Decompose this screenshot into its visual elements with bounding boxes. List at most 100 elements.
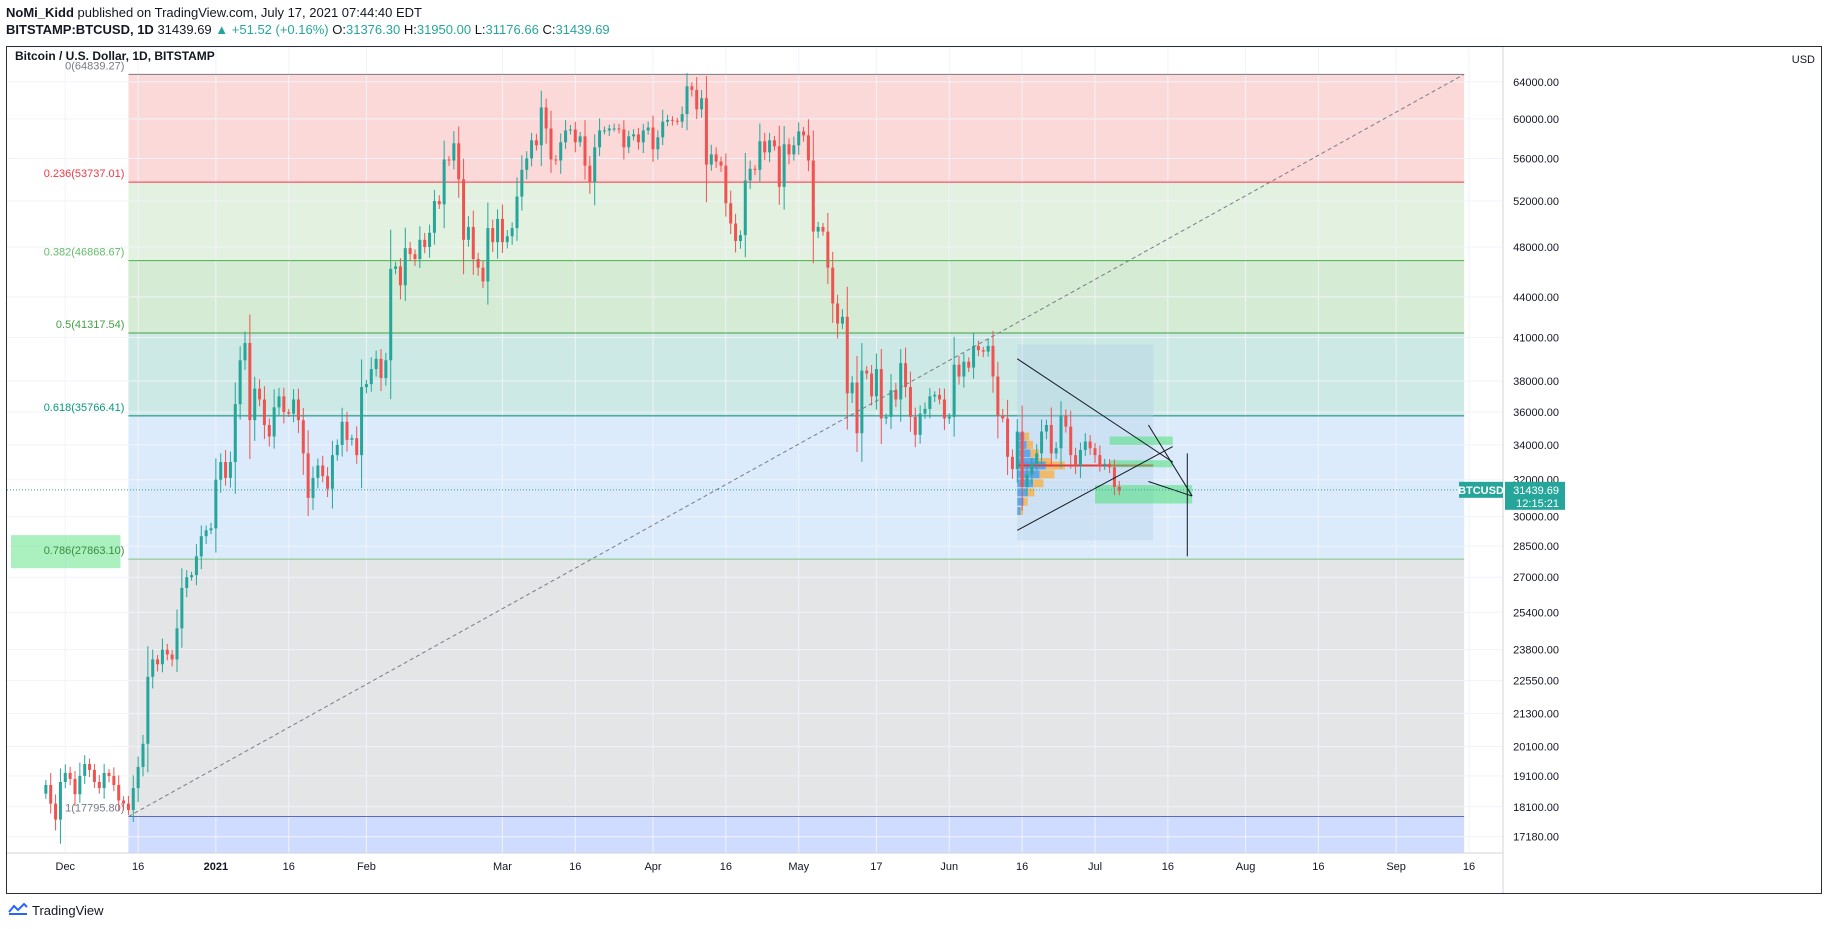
publish-line: NoMi_Kidd published on TradingView.com, … xyxy=(6,4,610,21)
chart-frame[interactable]: 0(64839.27) 0.236(53737.01) 0.382(46868.67… xyxy=(6,46,1822,894)
candle-body xyxy=(442,159,446,205)
candle-body xyxy=(117,785,121,801)
candle-body xyxy=(884,416,888,419)
y-tick-label: 44000.00 xyxy=(1513,292,1559,304)
candle-body xyxy=(1059,415,1063,449)
candle-body xyxy=(345,421,349,440)
candle-body xyxy=(141,743,145,767)
symbol-name: BITSTAMP:BTCUSD, 1D xyxy=(6,22,154,37)
candle-body xyxy=(622,129,626,148)
close-value: 31439.69 xyxy=(555,22,610,37)
candle-body xyxy=(1025,474,1029,487)
candle-body xyxy=(967,361,971,368)
candle-body xyxy=(219,462,223,480)
fib-trend-line xyxy=(128,73,1465,817)
fib-level-label-0.236: 0.236(53737.01) xyxy=(44,168,125,180)
symbol-badge-bg xyxy=(1459,481,1503,498)
candle-body xyxy=(578,136,582,143)
candle-body xyxy=(583,136,587,166)
x-tick-label: 16 xyxy=(132,861,144,873)
x-tick-label: Mar xyxy=(493,861,512,873)
candle-body xyxy=(262,399,266,425)
candle-body xyxy=(374,358,378,370)
x-tick-label: 16 xyxy=(720,861,732,873)
candle-body xyxy=(962,361,966,377)
candle-body xyxy=(675,120,679,122)
candle-body xyxy=(714,154,718,162)
fib-zone-0 xyxy=(128,74,1465,183)
price-chart[interactable]: 0(64839.27) 0.236(53737.01) 0.382(46868.67… xyxy=(7,46,1821,893)
volume-profile-bar-value xyxy=(1024,432,1030,441)
y-tick-label: 25400.00 xyxy=(1513,607,1559,619)
candle-body xyxy=(738,235,742,241)
candle-body xyxy=(942,399,946,419)
volume-profile-bar-value xyxy=(1020,507,1023,516)
candle-body xyxy=(651,127,655,150)
candle-body xyxy=(68,772,72,779)
candle-body xyxy=(224,462,228,478)
candle-body xyxy=(462,179,466,240)
candle-body xyxy=(160,649,164,665)
price-badge-value: 31439.69 xyxy=(1513,485,1559,497)
candle-body xyxy=(957,364,961,377)
candle-body xyxy=(855,382,859,434)
candle-body xyxy=(92,769,96,782)
x-tick-label: 2021 xyxy=(204,861,228,873)
candle-body xyxy=(792,145,796,155)
candle-body xyxy=(904,363,908,388)
candle-body xyxy=(1049,424,1053,454)
candle-body xyxy=(520,169,524,197)
candle-body xyxy=(1074,455,1078,466)
y-tick-label: 60000.00 xyxy=(1513,114,1559,126)
candle-body xyxy=(539,107,543,146)
candle-body xyxy=(1108,463,1112,468)
candle-body xyxy=(656,137,660,150)
candle-body xyxy=(1117,486,1121,491)
open-label: O: xyxy=(332,22,346,37)
x-tick-label: May xyxy=(788,861,809,873)
candle-body xyxy=(952,364,956,417)
candle-body xyxy=(515,196,519,229)
candle-body xyxy=(428,232,432,247)
candle-body xyxy=(831,267,835,304)
candle-body xyxy=(928,396,932,409)
fib-zone-0.786 xyxy=(128,559,1465,817)
high-value: 31950.00 xyxy=(416,22,472,37)
candle-body xyxy=(505,236,509,243)
candle-body xyxy=(559,142,563,161)
y-tick-label: 27000.00 xyxy=(1513,572,1559,584)
candle-body xyxy=(437,200,441,205)
author-link[interactable]: NoMi_Kidd xyxy=(6,5,74,20)
candle-body xyxy=(360,387,364,456)
candle-body xyxy=(709,154,713,165)
candle-body xyxy=(593,147,597,183)
candle-body xyxy=(170,654,174,660)
candle-body xyxy=(724,165,728,204)
candle-body xyxy=(423,239,427,247)
x-tick-label: 16 xyxy=(1162,861,1174,873)
candle-body xyxy=(690,86,694,90)
candle-body xyxy=(602,130,606,132)
candle-body xyxy=(282,396,286,413)
tradingview-logo-icon[interactable] xyxy=(8,902,28,919)
candle-body xyxy=(296,399,300,421)
candle-body xyxy=(287,412,291,414)
candle-body xyxy=(996,376,1000,416)
x-tick-label: 16 xyxy=(283,861,295,873)
candle-body xyxy=(394,266,398,269)
candle-body xyxy=(1015,431,1019,470)
candle-body xyxy=(748,168,752,181)
candle-body xyxy=(986,345,990,352)
volume-profile-bar-value xyxy=(1023,497,1028,506)
candle-body xyxy=(802,131,806,136)
tradingview-brand[interactable]: TradingView xyxy=(32,903,104,918)
x-tick-label: 16 xyxy=(1463,861,1475,873)
y-tick-label: 38000.00 xyxy=(1513,376,1559,388)
candle-body xyxy=(379,358,383,379)
x-tick-label: Dec xyxy=(56,861,76,873)
fib-level-label-0.382: 0.382(46868.67) xyxy=(44,247,125,259)
candle-body xyxy=(316,465,320,478)
candle-body xyxy=(617,128,621,130)
candle-body xyxy=(870,373,874,397)
candle-body xyxy=(636,134,640,143)
